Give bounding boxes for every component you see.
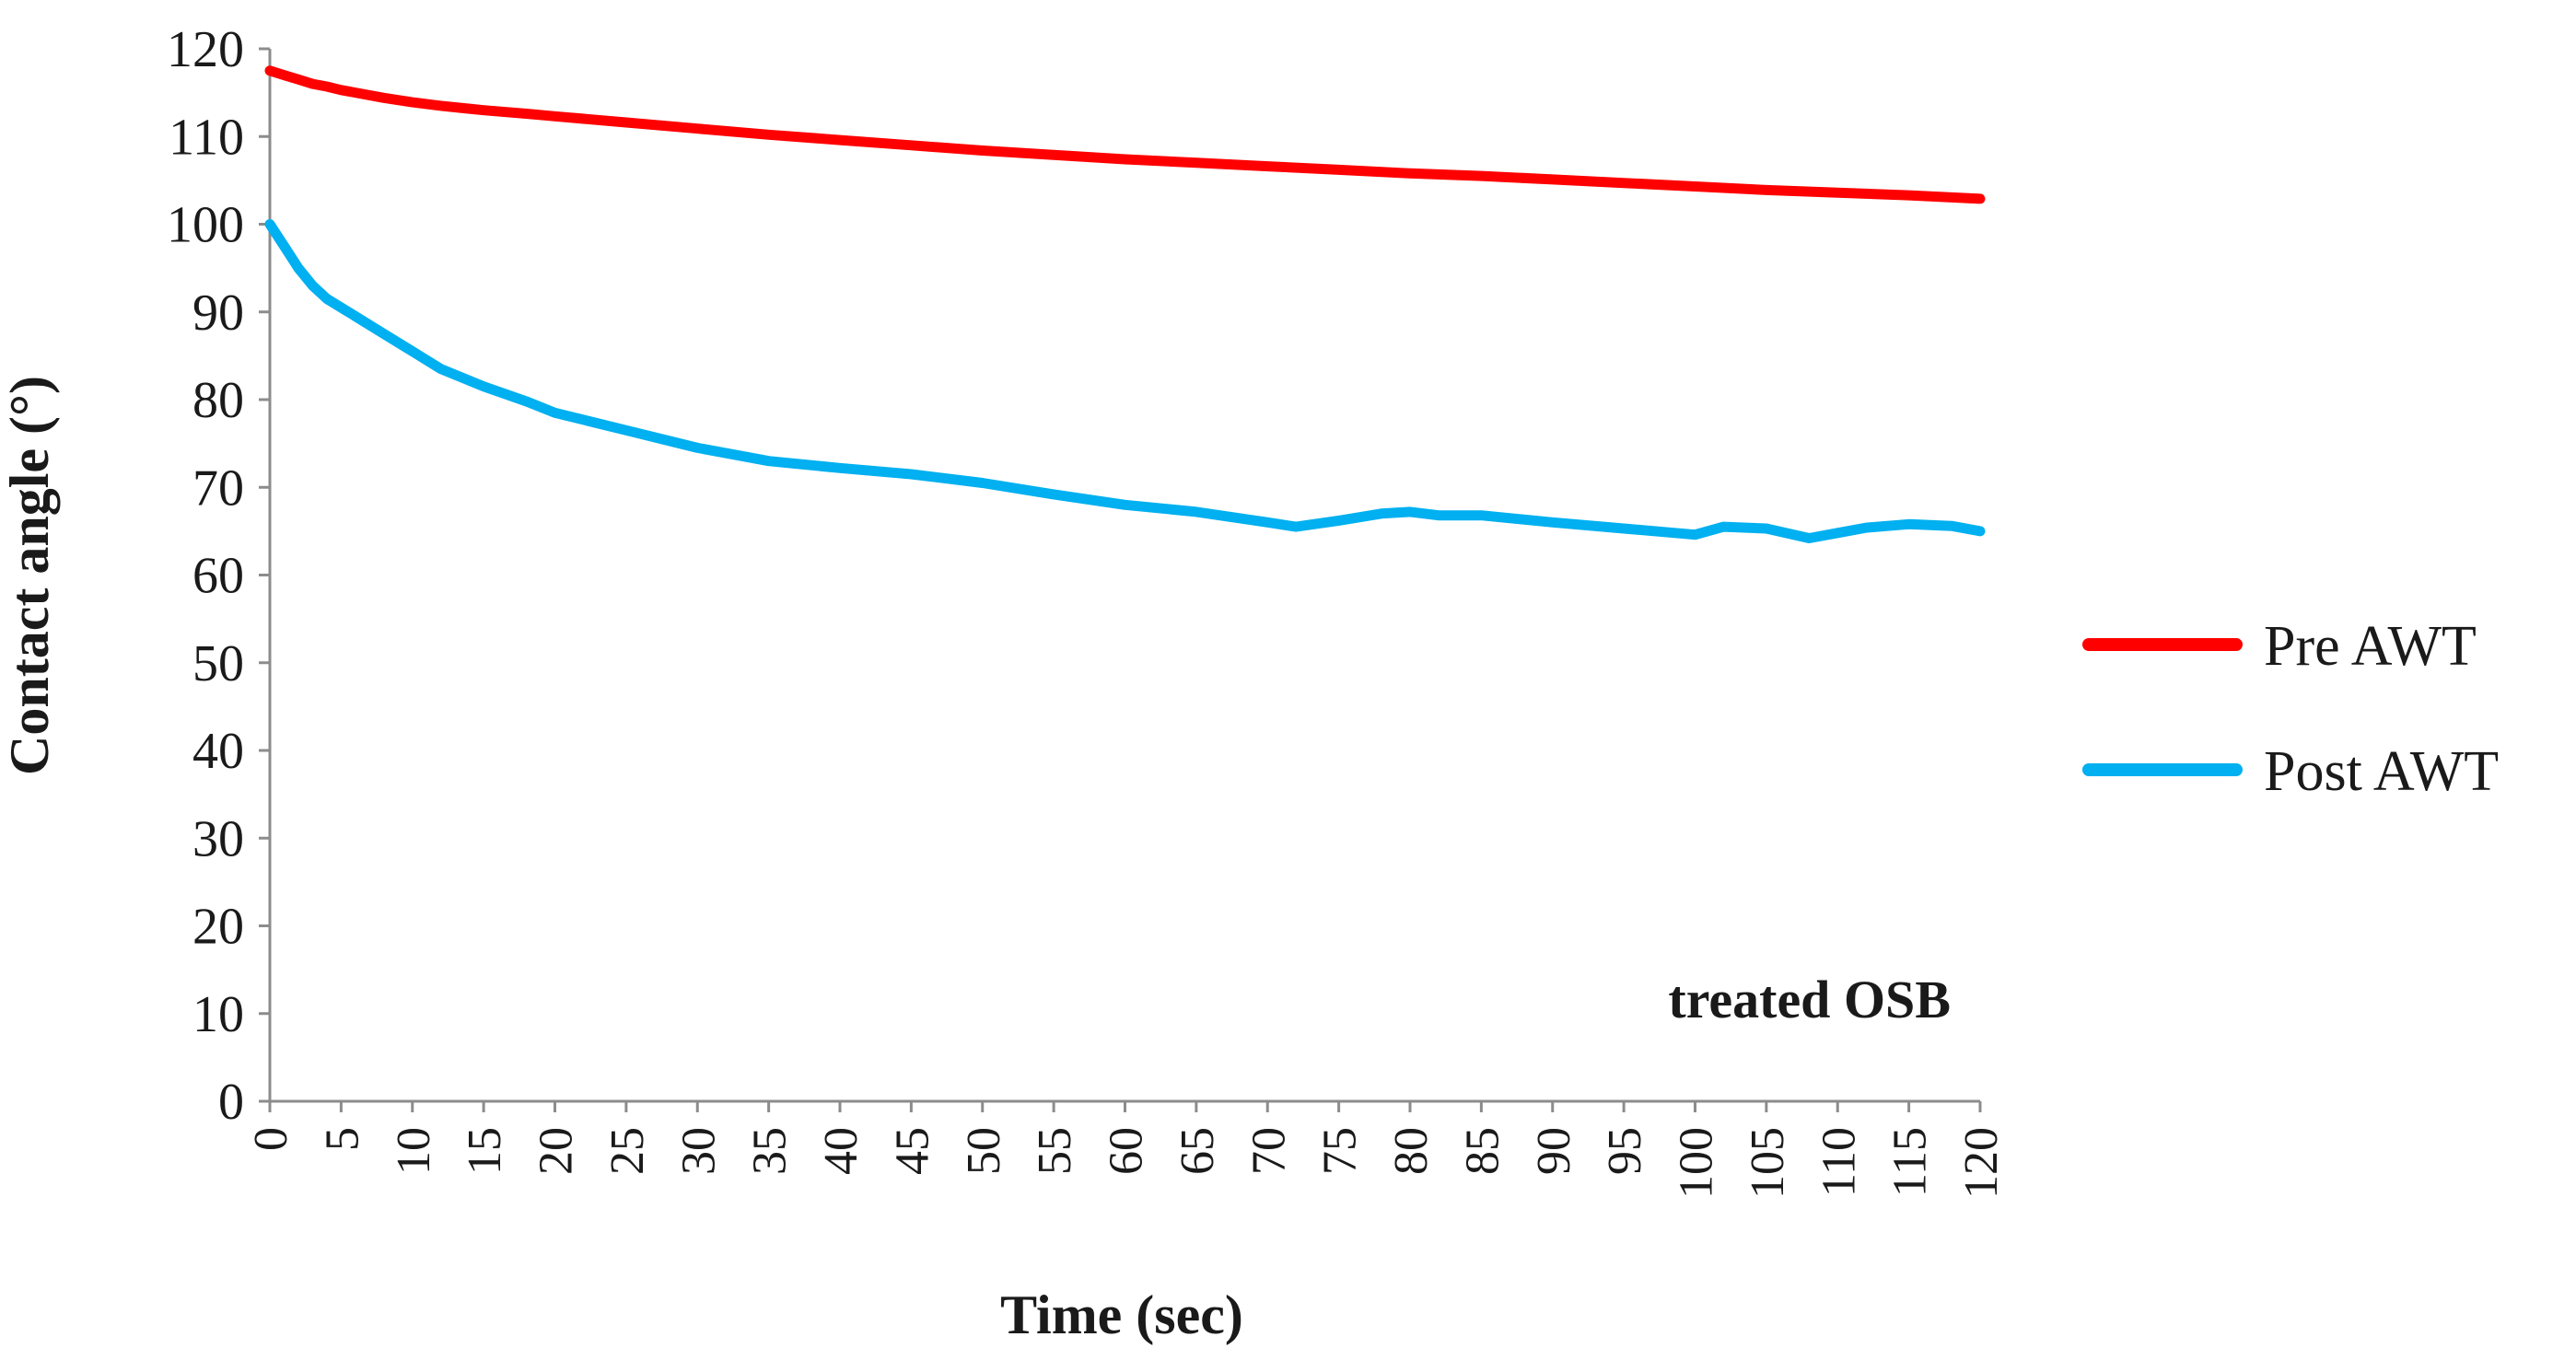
x-tick-label: 105 — [1742, 1127, 1794, 1199]
y-tick-label: 10 — [192, 986, 244, 1043]
x-axis-title: Time (sec) — [1000, 1284, 1243, 1345]
y-tick-label: 80 — [192, 372, 244, 429]
x-tick-label: 65 — [1171, 1127, 1224, 1175]
x-tick-label: 115 — [1884, 1127, 1937, 1197]
legend-label-pre-awt: Pre AWT — [2264, 615, 2477, 678]
x-tick-label: 60 — [1101, 1127, 1153, 1175]
y-tick-label: 70 — [192, 459, 244, 517]
y-tick-label: 30 — [192, 810, 244, 867]
y-tick-label: 110 — [169, 109, 244, 166]
y-tick-label: 0 — [218, 1074, 244, 1131]
y-tick-label: 120 — [167, 21, 244, 78]
x-tick-label: 35 — [744, 1127, 797, 1175]
y-axis-title: Contact angle (°) — [0, 376, 60, 775]
x-tick-label: 20 — [530, 1127, 583, 1175]
x-tick-label: 80 — [1385, 1127, 1438, 1175]
x-tick-label: 15 — [459, 1127, 511, 1175]
series-line-post-awt — [264, 219, 1986, 543]
x-tick-label: 25 — [601, 1127, 654, 1175]
x-tick-label: 40 — [815, 1127, 868, 1175]
x-axis-ticks: 0 5 10 15 20 25 30 35 40 45 50 55 60 65 70 75 80 85 90 95 10… — [245, 1101, 2008, 1199]
x-tick-label: 10 — [388, 1127, 440, 1175]
series-line-pre-awt — [264, 65, 1986, 204]
x-tick-label: 55 — [1029, 1127, 1081, 1175]
x-tick-label: 110 — [1813, 1127, 1865, 1197]
chart-annotation: treated OSB — [1668, 970, 1951, 1029]
y-tick-label: 90 — [192, 285, 244, 342]
y-tick-label: 60 — [192, 548, 244, 605]
x-tick-label: 45 — [886, 1127, 938, 1175]
x-tick-label: 50 — [958, 1127, 1010, 1175]
x-tick-label: 30 — [672, 1127, 725, 1175]
y-tick-label: 50 — [192, 635, 244, 692]
y-tick-label: 100 — [167, 197, 244, 254]
y-axis-ticks: 0 10 20 30 40 50 60 70 80 90 100 110 120 — [167, 21, 270, 1131]
x-tick-label: 5 — [316, 1127, 368, 1151]
x-tick-label: 75 — [1314, 1127, 1367, 1175]
x-tick-label: 95 — [1599, 1127, 1651, 1175]
x-tick-label: 0 — [245, 1127, 297, 1151]
legend: Pre AWT Post AWT — [2082, 615, 2499, 803]
series-layer — [264, 65, 1986, 543]
x-tick-label: 120 — [1955, 1127, 2008, 1199]
y-tick-label: 40 — [192, 723, 244, 780]
x-tick-label: 90 — [1528, 1127, 1580, 1175]
x-tick-label: 70 — [1242, 1127, 1295, 1175]
x-tick-label: 85 — [1456, 1127, 1509, 1175]
legend-label-post-awt: Post AWT — [2264, 740, 2499, 803]
y-tick-label: 20 — [192, 899, 244, 956]
x-tick-label: 100 — [1671, 1127, 1723, 1199]
